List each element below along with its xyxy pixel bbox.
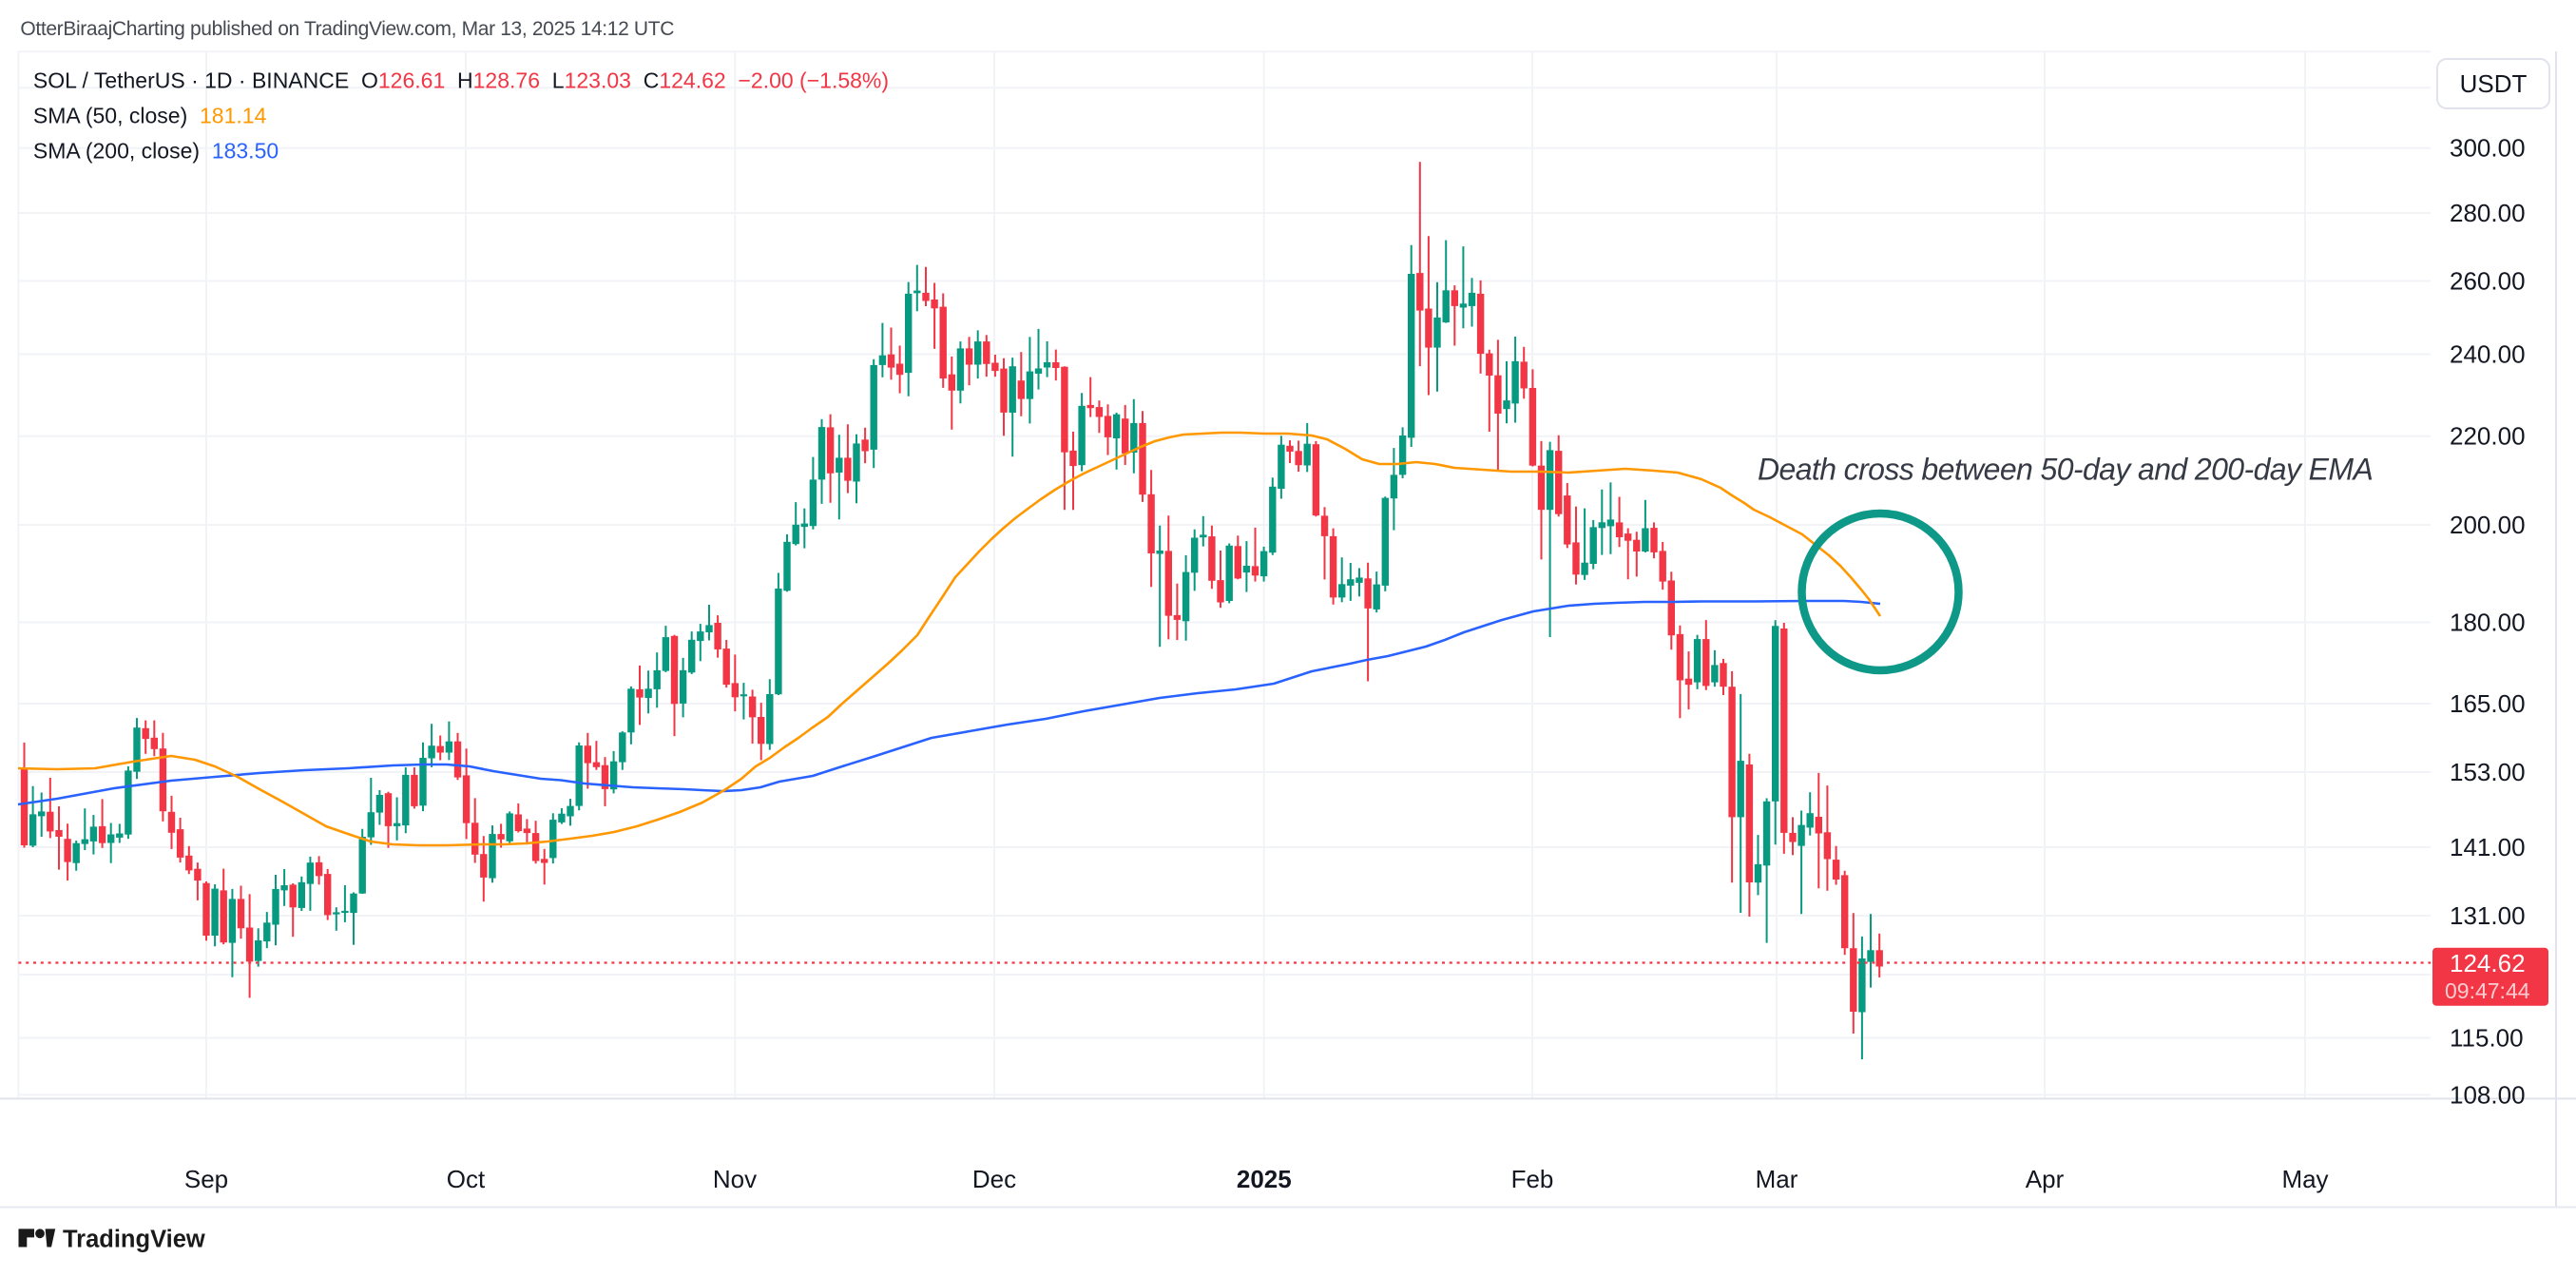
- svg-text:180.00: 180.00: [2450, 609, 2526, 637]
- svg-text:300.00: 300.00: [2450, 134, 2526, 163]
- svg-text:USDT: USDT: [2460, 69, 2528, 98]
- svg-text:2025: 2025: [1237, 1165, 1292, 1193]
- svg-text:220.00: 220.00: [2450, 422, 2526, 451]
- svg-text:115.00: 115.00: [2450, 1024, 2524, 1053]
- svg-text:141.00: 141.00: [2450, 833, 2526, 861]
- svg-text:Oct: Oct: [447, 1165, 486, 1193]
- svg-text:Dec: Dec: [972, 1165, 1016, 1193]
- svg-text:Death cross between 50-day and: Death cross between 50-day and 200-day E…: [1758, 453, 2373, 487]
- svg-text:SOL / TetherUS · 1D · BINANCE: SOL / TetherUS · 1D · BINANCE O126.61 H1…: [33, 68, 889, 92]
- svg-text:153.00: 153.00: [2450, 758, 2526, 786]
- svg-text:Feb: Feb: [1511, 1165, 1554, 1193]
- svg-text:Sep: Sep: [184, 1165, 228, 1193]
- svg-text:09:47:44: 09:47:44: [2445, 978, 2530, 1003]
- svg-text:May: May: [2281, 1165, 2328, 1193]
- svg-text:OtterBiraajCharting published: OtterBiraajCharting published on Trading…: [20, 18, 674, 40]
- svg-text:SMA (200, close) 183.50: SMA (200, close) 183.50: [33, 139, 279, 164]
- svg-text:TradingView: TradingView: [63, 1227, 205, 1253]
- svg-text:124.62: 124.62: [2450, 949, 2526, 977]
- svg-text:Nov: Nov: [713, 1165, 757, 1193]
- svg-text:108.00: 108.00: [2450, 1080, 2526, 1109]
- svg-text:200.00: 200.00: [2450, 511, 2526, 539]
- svg-text:131.00: 131.00: [2450, 901, 2526, 930]
- svg-text:SMA (50, close) 181.14: SMA (50, close) 181.14: [33, 104, 267, 128]
- svg-text:280.00: 280.00: [2450, 199, 2526, 227]
- svg-text:260.00: 260.00: [2450, 267, 2526, 296]
- svg-text:Mar: Mar: [1756, 1165, 1798, 1193]
- svg-text:Apr: Apr: [2026, 1165, 2065, 1193]
- svg-text:240.00: 240.00: [2450, 340, 2526, 369]
- svg-text:165.00: 165.00: [2450, 689, 2526, 718]
